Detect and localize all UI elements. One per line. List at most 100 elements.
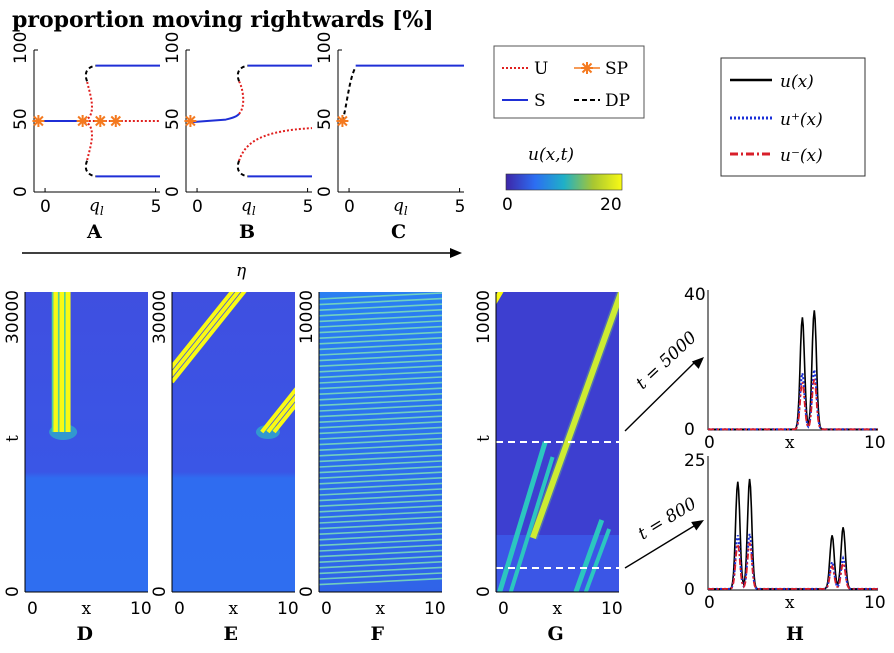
- heatmap-panel-D: 0 10 x 0 30000 t D: [3, 290, 152, 645]
- colorbar-gradient: [505, 173, 623, 191]
- x-tick-label: 0: [192, 197, 203, 217]
- y-tick-label: 30000: [150, 290, 170, 344]
- x-tick-label: 10: [601, 599, 623, 619]
- wave-stripe: [319, 398, 442, 407]
- wave-stripe: [172, 292, 235, 370]
- x-tick-label: 10: [864, 433, 886, 453]
- heatmap-panel-G: 0 10 x 0 10000 t G: [474, 290, 623, 645]
- wave-stripe: [319, 510, 442, 519]
- arrow-head-icon: [691, 520, 704, 531]
- u-minus-curve: [708, 379, 878, 431]
- colorbar: u(x,t) 0 20: [502, 145, 623, 215]
- legend-dp-label: DP: [605, 91, 630, 111]
- wave-stripe: [319, 409, 442, 418]
- panel-letter: E: [224, 623, 238, 645]
- heatmap-background: [25, 292, 148, 592]
- y-tick-label: 50: [163, 108, 183, 130]
- x-tick-label: 5: [151, 197, 162, 217]
- dp-lower-connector: [84, 160, 97, 178]
- dp-connector: [341, 66, 357, 122]
- bifurcation-panel-A: 0 50 100 0 5 ql A: [11, 32, 161, 243]
- wave-stripe-halo: [528, 292, 619, 540]
- y-tick-label: 100: [163, 32, 183, 64]
- x-axis-label: x: [229, 599, 239, 619]
- wave-stripe: [319, 465, 442, 474]
- profile-plot: 0 40 0 10 x: [684, 285, 886, 453]
- x-tick-label: 10: [277, 599, 299, 619]
- wave-stripe: [319, 348, 442, 356]
- sp-marker-icon: [184, 115, 197, 127]
- wave-stripe: [319, 314, 442, 323]
- panel-letter: C: [391, 221, 406, 243]
- legend-u-label: u(x): [780, 72, 814, 92]
- y-axis-label: t: [3, 435, 23, 442]
- wave-stripe: [319, 342, 442, 351]
- wave-stripe: [319, 359, 442, 367]
- wave-stripe: [319, 309, 442, 317]
- panel-letter: G: [548, 623, 564, 645]
- wave-stripe: [319, 381, 442, 390]
- wave-stripe: [319, 443, 442, 451]
- x-axis-label: x: [553, 599, 563, 619]
- legend-stable-label: S: [534, 91, 546, 111]
- wave-stripe: [319, 572, 442, 580]
- dp-upper-connector: [236, 64, 249, 82]
- y-tick-label: 0: [297, 586, 317, 597]
- wave-stripe: [319, 499, 442, 507]
- wave-stripe: [496, 292, 504, 305]
- heatmap-panel-E: 0 10 x 0 30000 E: [150, 290, 299, 645]
- branch-legend: U SP S DP: [493, 45, 645, 119]
- wave-stripe: [319, 544, 442, 552]
- y-tick-label: 0: [684, 580, 695, 600]
- y-tick-label: 0: [684, 420, 695, 440]
- unstable-upper-curve: [238, 80, 245, 115]
- wave-stripe: [319, 477, 442, 485]
- y-tick-label: 0: [150, 586, 170, 597]
- heatmap-image: [496, 292, 619, 592]
- wave-stripe-edge: [57, 292, 60, 432]
- bifurcation-panel-B: 0 50 100 0 5 ql B: [163, 32, 313, 243]
- wave-stripe: [573, 519, 605, 592]
- x-axis-label: x: [82, 599, 92, 619]
- sp-marker-icon: [94, 115, 107, 127]
- wave-stripe: [319, 421, 442, 429]
- wave-stripe: [319, 493, 442, 502]
- y-tick-label: 50: [11, 108, 31, 130]
- u-plus-curve: [708, 369, 878, 431]
- x-tick-label: 0: [704, 593, 715, 613]
- wave-stripe: [583, 528, 612, 592]
- x-tick-label: 5: [303, 197, 314, 217]
- wave-stripe: [319, 331, 442, 339]
- wave-stripe: [319, 533, 442, 541]
- wave-stripe: [319, 432, 442, 440]
- wave-stripe: [319, 365, 442, 373]
- wave-stripe: [319, 488, 442, 496]
- wave-stripe: [319, 292, 442, 300]
- x-tick-label: 10: [130, 599, 152, 619]
- wave-stripe: [172, 292, 241, 378]
- y-tick-label: 50: [315, 108, 335, 130]
- colorbar-max-label: 20: [600, 195, 622, 215]
- unstable-lower-curve: [238, 127, 313, 162]
- x-axis-label: ql: [241, 196, 256, 218]
- wave-stripe: [319, 454, 442, 463]
- heatmap-image: [172, 292, 295, 592]
- y-tick-label: 25: [684, 451, 706, 471]
- legend-u-plus-label: u⁺(x): [780, 110, 823, 130]
- wave-stripe: [65, 292, 71, 432]
- x-axis-label: x: [785, 593, 795, 613]
- bifurcation-panel-C: 0 50 100 0 5 ql C: [315, 32, 465, 243]
- y-tick-label: 100: [315, 32, 335, 64]
- time-arrow: [624, 362, 695, 432]
- wave-stripe: [319, 393, 442, 401]
- wave-stripe: [319, 320, 442, 328]
- panel-letter: D: [77, 623, 93, 645]
- wave-stripe: [319, 549, 442, 558]
- figure-title: proportion moving rightwards [%]: [12, 7, 434, 33]
- wave-stripe: [508, 456, 555, 592]
- y-tick-label: 0: [474, 586, 494, 597]
- y-tick-label: 0: [3, 586, 23, 597]
- colorbar-min-label: 0: [502, 195, 513, 215]
